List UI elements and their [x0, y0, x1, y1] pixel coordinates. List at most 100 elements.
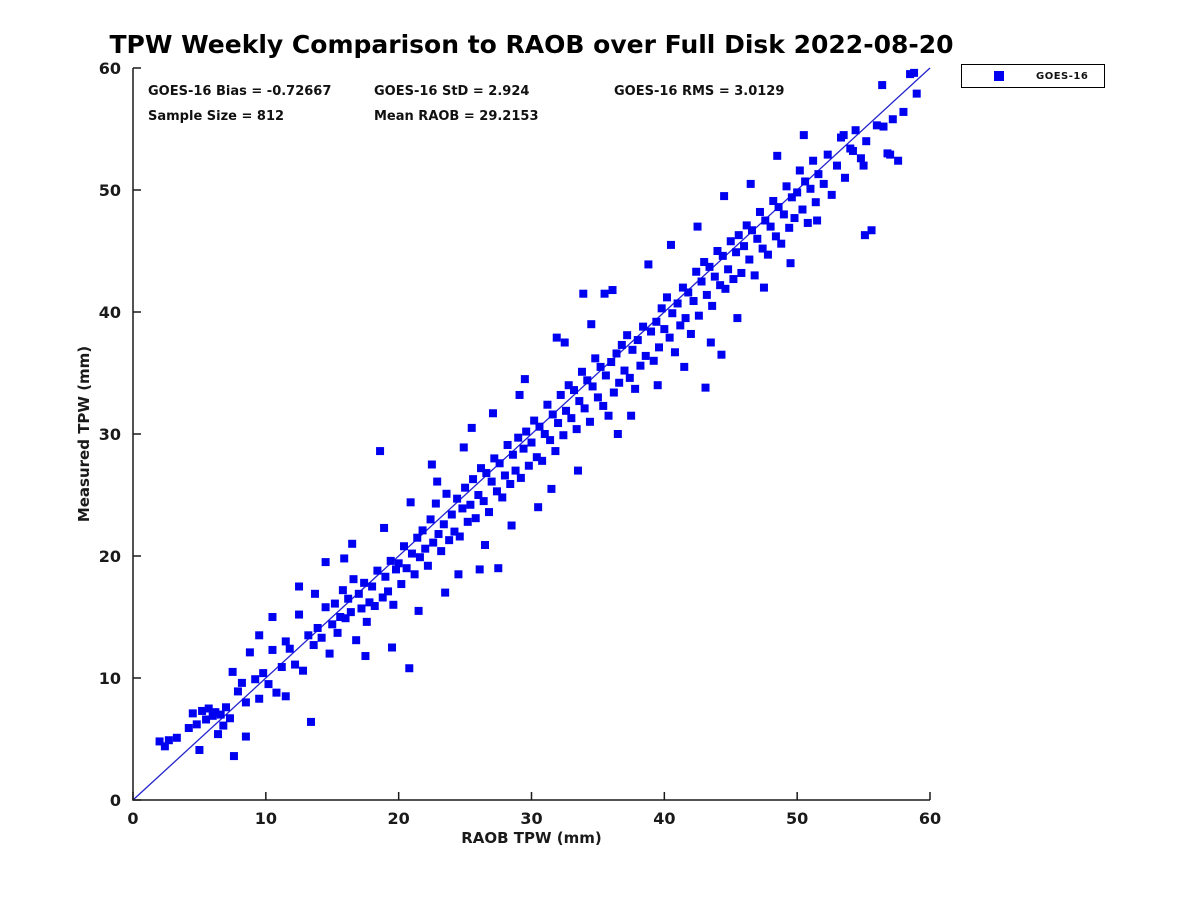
data-point: [214, 730, 223, 739]
data-point: [681, 314, 690, 323]
data-point: [466, 500, 475, 509]
data-point: [291, 660, 300, 669]
data-point: [676, 321, 685, 330]
data-point: [733, 314, 742, 323]
data-point: [644, 260, 653, 269]
data-point: [556, 390, 565, 399]
data-point: [633, 336, 642, 345]
data-point: [724, 265, 733, 274]
data-point: [469, 475, 478, 484]
data-point: [241, 732, 250, 741]
data-point: [202, 715, 211, 724]
data-point: [402, 564, 411, 573]
data-point: [330, 599, 339, 608]
data-point: [211, 708, 220, 717]
data-point: [519, 444, 528, 453]
data-point: [488, 409, 497, 418]
data-point: [649, 356, 658, 365]
data-point: [774, 203, 783, 212]
data-point: [745, 255, 754, 264]
data-point: [636, 361, 645, 370]
data-point: [527, 438, 536, 447]
data-point: [795, 166, 804, 175]
y-tick-label: 60: [99, 59, 121, 78]
data-point: [251, 675, 260, 684]
data-point: [623, 331, 632, 340]
data-point: [336, 613, 345, 621]
data-point: [172, 733, 181, 742]
data-point: [721, 284, 730, 293]
x-tick-label: 40: [653, 809, 675, 828]
data-point: [392, 565, 401, 574]
data-point: [585, 417, 594, 426]
data-point: [701, 383, 710, 392]
data-point: [785, 223, 794, 232]
data-point: [588, 382, 597, 391]
data-point: [426, 515, 435, 524]
data-point: [617, 340, 626, 349]
data-point: [718, 251, 727, 260]
data-point: [708, 301, 717, 310]
data-point: [628, 345, 637, 354]
data-point: [321, 603, 330, 612]
data-point: [840, 173, 849, 182]
data-point: [773, 151, 782, 160]
data-point: [349, 575, 358, 584]
data-point: [720, 192, 729, 201]
data-point: [894, 156, 903, 165]
data-point: [601, 371, 610, 380]
data-point: [439, 520, 448, 529]
data-point: [340, 554, 349, 563]
chart-title: TPW Weekly Comparison to RAOB over Full …: [109, 30, 954, 59]
data-point: [827, 190, 836, 199]
data-point: [450, 527, 459, 536]
data-point: [759, 283, 768, 292]
data-point: [596, 362, 605, 371]
stat-std: GOES-16 StD = 2.924: [374, 84, 530, 99]
data-point: [492, 487, 501, 496]
data-point: [522, 427, 531, 436]
data-point: [609, 388, 618, 397]
data-point: [612, 349, 621, 358]
data-point: [414, 606, 423, 615]
data-point: [680, 362, 689, 371]
data-point: [397, 580, 406, 589]
data-point: [673, 299, 682, 308]
data-point: [750, 271, 759, 280]
data-point: [700, 257, 709, 266]
data-point: [567, 414, 576, 423]
data-point: [543, 400, 552, 409]
data-point: [694, 311, 703, 320]
data-point: [373, 566, 382, 575]
y-tick-label: 0: [110, 791, 121, 810]
data-point: [692, 267, 701, 276]
data-point: [779, 210, 788, 219]
data-point: [295, 582, 304, 591]
data-point: [475, 565, 484, 574]
data-point: [729, 275, 738, 284]
data-point: [583, 376, 592, 385]
data-point: [498, 493, 507, 502]
data-point: [660, 325, 669, 334]
data-point: [839, 131, 848, 140]
data-point: [552, 333, 561, 342]
data-point: [872, 121, 881, 130]
data-point: [599, 401, 608, 410]
x-tick-label: 20: [388, 809, 410, 828]
data-point: [370, 602, 379, 611]
data-point: [447, 510, 456, 519]
identity-line: [132, 67, 931, 801]
data-point: [325, 649, 334, 658]
data-point: [761, 216, 770, 225]
data-point: [813, 216, 822, 225]
data-point: [689, 297, 698, 306]
data-point: [514, 433, 523, 442]
data-point: [184, 724, 193, 733]
data-point: [245, 648, 254, 657]
data-point: [657, 304, 666, 313]
data-point: [856, 154, 865, 163]
data-point: [503, 440, 512, 449]
data-point: [823, 150, 832, 159]
data-point: [591, 354, 600, 363]
